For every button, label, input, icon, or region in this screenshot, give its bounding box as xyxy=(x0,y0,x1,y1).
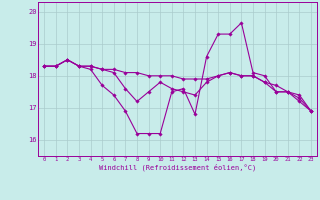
X-axis label: Windchill (Refroidissement éolien,°C): Windchill (Refroidissement éolien,°C) xyxy=(99,164,256,171)
